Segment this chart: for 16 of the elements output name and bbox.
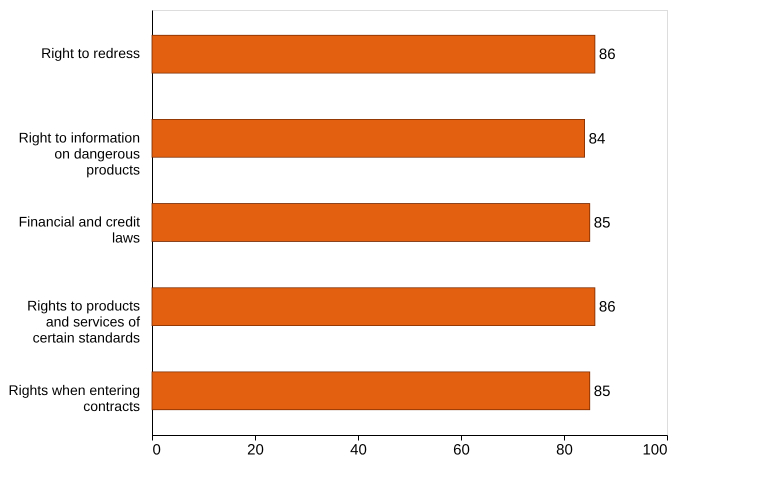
- x-tick-label: 20: [247, 442, 264, 458]
- data-label: 84: [588, 130, 606, 148]
- y-tick-label: Right to information on dangerous products: [18, 129, 140, 178]
- data-label: 86: [598, 46, 616, 64]
- data-label: 86: [598, 298, 616, 316]
- x-tick-label: 80: [556, 442, 573, 458]
- x-tick-label: 0: [152, 442, 161, 458]
- y-tick-label: Rights to products and services of certain standards: [27, 298, 140, 346]
- y-tick-label: Right to redress: [41, 45, 140, 62]
- x-tick-label: 60: [453, 442, 470, 458]
- x-tick-label: 40: [350, 442, 367, 458]
- data-label: 85: [594, 214, 610, 232]
- data-label: 85: [594, 382, 610, 400]
- y-tick-label: Financial and credit laws: [18, 214, 140, 246]
- y-tick-label: Rights when entering contracts: [8, 382, 140, 414]
- x-tick-label: 100: [642, 442, 668, 458]
